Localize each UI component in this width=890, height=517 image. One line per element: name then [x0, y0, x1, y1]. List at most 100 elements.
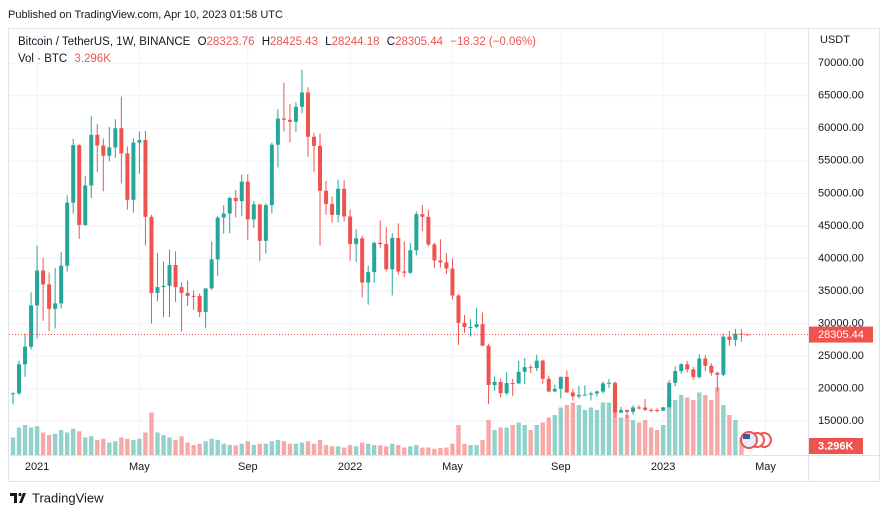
- volume-bar: [46, 435, 52, 455]
- candle-body: [480, 324, 485, 346]
- symbol-title: Bitcoin / TetherUS, 1W, BINANCE: [18, 36, 191, 48]
- x-tick-label: Sep: [551, 461, 571, 473]
- volume-bar: [480, 440, 485, 455]
- y-tick-label: 50000.00: [818, 187, 864, 199]
- y-tick-label: 45000.00: [818, 220, 864, 232]
- volume-bar: [703, 395, 708, 455]
- volume-bar: [149, 412, 154, 455]
- volume-bar: [71, 428, 76, 455]
- volume-bar: [426, 447, 431, 455]
- volume-bar: [396, 445, 401, 455]
- candle-body: [173, 264, 178, 288]
- candle-body: [540, 360, 545, 379]
- candle-body: [534, 360, 539, 368]
- volume-bar: [52, 433, 58, 455]
- candle-body: [47, 284, 52, 309]
- volume-bar: [281, 441, 287, 455]
- candle-body: [11, 393, 15, 395]
- candle-body: [227, 197, 232, 214]
- candle-body: [703, 358, 708, 366]
- volume-bar: [83, 437, 88, 455]
- volume-bar: [203, 441, 208, 455]
- volume-bar: [630, 420, 636, 455]
- candle-body: [570, 392, 575, 397]
- candle-body: [348, 216, 353, 245]
- candle-body: [679, 364, 684, 372]
- candle-body: [655, 410, 660, 412]
- volume-bar: [582, 410, 588, 455]
- candle-body: [53, 303, 58, 309]
- candle-body: [59, 265, 64, 304]
- candle-body: [287, 119, 292, 122]
- candle-body: [17, 364, 22, 394]
- volume-bar: [251, 445, 256, 455]
- x-tick-label: Sep: [238, 461, 258, 473]
- volume-bar: [353, 446, 359, 455]
- candle-body: [691, 369, 696, 378]
- volume-bar: [715, 387, 720, 455]
- volume-bar: [492, 430, 497, 455]
- volume-bar: [347, 445, 353, 455]
- candle-body: [143, 139, 148, 217]
- flag-icon: [740, 431, 772, 449]
- volume-bar: [227, 445, 232, 455]
- candle-body: [324, 190, 329, 204]
- volume-bar: [107, 442, 112, 455]
- candle-body: [77, 145, 82, 226]
- legend: Bitcoin / TetherUS, 1W, BINANCE O28323.7…: [18, 34, 536, 68]
- x-tick-label: May: [755, 461, 776, 473]
- volume-bar: [648, 427, 654, 455]
- volume-bar: [209, 438, 214, 455]
- volume-bar: [468, 445, 473, 455]
- volume-bar: [685, 397, 690, 455]
- high-key: H: [261, 36, 270, 48]
- candle-body: [438, 260, 443, 263]
- candle-body: [462, 322, 467, 328]
- x-tick-label: 2022: [338, 461, 362, 473]
- volume-bar: [636, 422, 642, 455]
- candle-body: [697, 358, 702, 378]
- volume-name: Vol · BTC: [18, 53, 68, 65]
- candle-body: [35, 270, 40, 306]
- volume-bar: [420, 447, 425, 455]
- candle-body: [263, 205, 268, 241]
- volume-bar: [408, 446, 413, 455]
- low-key: L: [325, 36, 332, 48]
- volume-bar: [594, 410, 600, 455]
- y-tick-label: 35000.00: [818, 285, 864, 297]
- candle-body: [275, 118, 280, 145]
- volume-bar: [155, 432, 160, 455]
- candle-body: [251, 204, 256, 220]
- volume-bar: [125, 438, 130, 455]
- volume-bar: [679, 395, 684, 455]
- volume-bar: [450, 443, 455, 455]
- volume-bar: [311, 443, 317, 455]
- y-tick-label: 70000.00: [818, 57, 864, 69]
- low-value: 28244.18: [331, 36, 380, 48]
- candle-body: [564, 376, 569, 393]
- volume-bar: [119, 437, 124, 455]
- volume-bar: [721, 405, 726, 455]
- volume-value-box: [809, 438, 863, 454]
- candle-body: [516, 371, 521, 384]
- candle-body: [312, 136, 316, 146]
- volume-bar: [197, 443, 202, 455]
- y-tick-label: 55000.00: [818, 155, 864, 167]
- y-tick-label: 60000.00: [818, 122, 864, 134]
- candle-body: [372, 242, 377, 273]
- candle-body: [257, 204, 262, 241]
- candle-body: [667, 382, 672, 408]
- volume-bar: [359, 442, 365, 455]
- candle-body: [408, 250, 413, 273]
- candle-body: [215, 217, 220, 260]
- volume-bar: [323, 445, 329, 455]
- candle-body: [191, 295, 196, 297]
- x-tick-label: 2023: [651, 461, 675, 473]
- volume-bar: [618, 417, 624, 455]
- candle-body: [161, 285, 166, 288]
- volume-bar: [293, 443, 299, 455]
- candle-body: [715, 372, 720, 375]
- candle-body: [366, 272, 371, 283]
- candle-body: [83, 185, 88, 226]
